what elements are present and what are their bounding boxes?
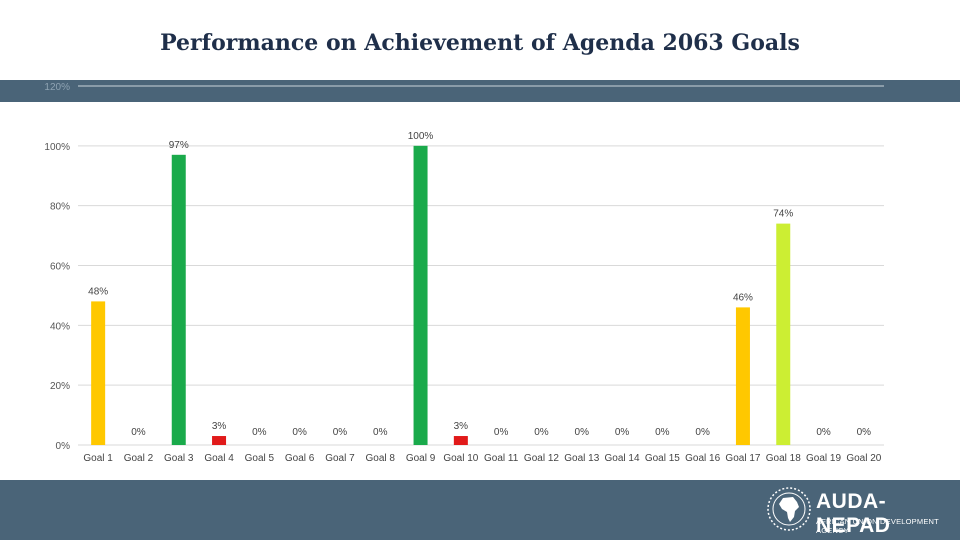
y-tick-label: 60% xyxy=(50,262,70,273)
x-tick-label: Goal 8 xyxy=(366,453,396,464)
data-label: 0% xyxy=(292,427,307,438)
bar xyxy=(91,301,106,445)
data-label: 3% xyxy=(454,421,469,432)
x-tick-label: Goal 19 xyxy=(806,453,841,464)
data-label: 0% xyxy=(615,427,630,438)
x-tick-label: Goal 12 xyxy=(524,453,559,464)
y-tick-label: 100% xyxy=(44,142,70,153)
x-tick-label: Goal 10 xyxy=(443,453,478,464)
bar xyxy=(413,145,428,446)
x-tick-label: Goal 17 xyxy=(725,453,760,464)
data-label: 0% xyxy=(655,427,670,438)
auda-nepad-logo: AUDA-NEPAD AFRICAN UNION DEVELOPMENT AGE… xyxy=(766,486,956,537)
data-label: 97% xyxy=(169,140,189,151)
y-tick-label: 20% xyxy=(50,381,70,392)
x-tick-label: Goal 6 xyxy=(285,453,315,464)
data-label: 0% xyxy=(252,427,267,438)
y-tick-label: 80% xyxy=(50,202,70,213)
bar xyxy=(212,436,227,445)
x-tick-label: Goal 1 xyxy=(83,453,113,464)
data-label: 48% xyxy=(88,286,108,297)
bar xyxy=(453,436,468,445)
x-tick-label: Goal 16 xyxy=(685,453,720,464)
x-tick-label: Goal 2 xyxy=(124,453,154,464)
data-label: 0% xyxy=(373,427,388,438)
data-label: 0% xyxy=(857,427,872,438)
data-label: 0% xyxy=(333,427,348,438)
bar xyxy=(171,154,186,445)
data-label: 0% xyxy=(575,427,590,438)
performance-bar-chart: 0% 20% 40% 60% 80% 100% 120% 48% Goal 1 0% Goal 2 9… xyxy=(44,82,884,464)
y-tick-label: 0% xyxy=(56,441,71,452)
x-tick-label: Goal 3 xyxy=(164,453,194,464)
x-tick-label: Goal 18 xyxy=(766,453,801,464)
x-tick-label: Goal 15 xyxy=(645,453,680,464)
data-label: 3% xyxy=(212,421,227,432)
logo-name: AUDA-NEPAD xyxy=(816,490,891,537)
data-label: 0% xyxy=(494,427,509,438)
data-label: 74% xyxy=(773,209,793,220)
x-tick-label: Goal 14 xyxy=(605,453,640,464)
data-label: 0% xyxy=(816,427,831,438)
footer-band xyxy=(0,480,960,540)
x-tick-label: Goal 11 xyxy=(484,453,519,464)
y-tick-label: 40% xyxy=(50,321,70,332)
bar xyxy=(735,307,750,445)
x-tick-label: Goal 13 xyxy=(564,453,599,464)
data-label: 100% xyxy=(408,131,434,142)
data-label: 0% xyxy=(695,427,710,438)
data-label: 0% xyxy=(131,427,146,438)
africa-emblem-icon xyxy=(767,487,811,531)
bar xyxy=(776,223,791,445)
x-tick-label: Goal 7 xyxy=(325,453,355,464)
page-title: Performance on Achievement of Agenda 206… xyxy=(160,30,800,56)
data-label: 46% xyxy=(733,292,753,303)
x-tick-label: Goal 9 xyxy=(406,453,436,464)
data-label: 0% xyxy=(534,427,549,438)
y-tick-label: 120% xyxy=(44,82,70,93)
x-tick-label: Goal 20 xyxy=(846,453,881,464)
logo-tagline: AFRICAN UNION DEVELOPMENT AGENCY xyxy=(816,517,939,535)
x-tick-label: Goal 4 xyxy=(204,453,234,464)
x-tick-label: Goal 5 xyxy=(245,453,275,464)
